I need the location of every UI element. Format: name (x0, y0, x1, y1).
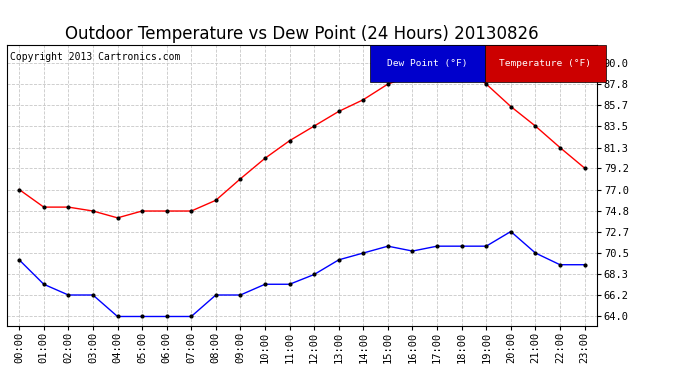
Text: Copyright 2013 Cartronics.com: Copyright 2013 Cartronics.com (10, 52, 180, 62)
Title: Outdoor Temperature vs Dew Point (24 Hours) 20130826: Outdoor Temperature vs Dew Point (24 Hou… (65, 26, 539, 44)
Text: Dew Point (°F): Dew Point (°F) (387, 59, 468, 68)
FancyBboxPatch shape (485, 45, 606, 82)
FancyBboxPatch shape (370, 45, 485, 82)
Text: Temperature (°F): Temperature (°F) (500, 59, 591, 68)
